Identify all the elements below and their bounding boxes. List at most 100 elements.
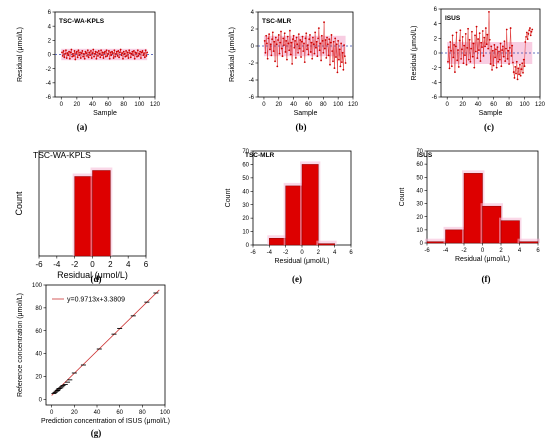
residual-point xyxy=(140,57,142,59)
plot-frame xyxy=(45,284,166,406)
y-tick-label: -4 xyxy=(46,81,52,87)
residual-point xyxy=(129,52,131,54)
residual-point xyxy=(290,41,293,44)
x-tick-label: -4 xyxy=(53,260,61,269)
residual-point xyxy=(493,44,496,46)
histogram-bar xyxy=(445,229,465,244)
x-tick-label: 6 xyxy=(536,248,540,254)
residual-point xyxy=(471,30,473,33)
residual-point xyxy=(78,54,81,57)
x-tick-label: -4 xyxy=(443,248,449,254)
residual-point xyxy=(102,57,105,59)
y-axis-label: Count xyxy=(14,191,24,216)
residual-point xyxy=(86,55,88,57)
residual-point xyxy=(513,77,516,79)
residual-point xyxy=(333,67,336,69)
panel-caption: (b) xyxy=(296,122,307,132)
residual-point xyxy=(523,65,526,68)
residual-point xyxy=(331,50,334,52)
residual-point xyxy=(64,52,67,55)
histogram-bar xyxy=(92,170,111,257)
residual-point xyxy=(120,54,123,57)
residual-point xyxy=(481,46,483,49)
y-tick-label: 4 xyxy=(251,10,255,16)
residual-point xyxy=(325,57,328,59)
x-tick-label: 4 xyxy=(126,260,131,269)
residual-point xyxy=(140,51,143,54)
x-tick-label: 120 xyxy=(150,102,161,108)
residual-point xyxy=(504,60,507,62)
residual-point xyxy=(522,71,524,74)
y-tick-label: 10 xyxy=(416,228,423,234)
residual-point xyxy=(98,52,101,55)
residual-point xyxy=(479,60,482,62)
residual-point xyxy=(100,54,103,57)
residual-point xyxy=(313,52,316,55)
residual-point xyxy=(338,48,341,51)
residual-point xyxy=(116,55,119,57)
panel-caption: (a) xyxy=(77,122,88,132)
residual-point xyxy=(518,63,521,66)
residual-point xyxy=(114,55,117,58)
residual-point xyxy=(72,55,75,57)
residual-point xyxy=(468,38,471,41)
panel-title: ISUS xyxy=(445,15,461,22)
residual-point xyxy=(281,55,284,58)
residual-point xyxy=(83,57,86,60)
residual-point xyxy=(462,62,465,65)
x-tick-label: 80 xyxy=(139,410,146,416)
residual-point xyxy=(515,72,517,75)
residual-point xyxy=(271,38,274,41)
residual-point xyxy=(478,32,481,35)
residual-point xyxy=(516,78,519,81)
y-tick-label: 40 xyxy=(416,189,423,195)
y-tick-label: 0 xyxy=(246,243,250,249)
residual-point xyxy=(340,42,343,45)
residual-point xyxy=(521,62,524,65)
y-tick-label: 6 xyxy=(434,7,438,13)
y-axis-label: Residual (μmol/L) xyxy=(411,26,418,81)
residual-point xyxy=(115,50,118,53)
residual-point xyxy=(495,48,497,51)
residual-point xyxy=(323,21,325,24)
residual-point xyxy=(128,49,131,52)
x-tick-label: 80 xyxy=(320,102,327,108)
residual-point xyxy=(68,57,71,60)
x-tick-label: 60 xyxy=(490,102,497,108)
fit-line xyxy=(51,289,160,396)
residual-point xyxy=(101,51,104,54)
residual-point xyxy=(496,46,499,49)
residual-point xyxy=(455,31,458,34)
x-tick-label: 60 xyxy=(116,410,123,416)
y-tick-label: 0 xyxy=(48,53,52,59)
residual-point xyxy=(268,48,271,51)
residual-point xyxy=(85,52,88,54)
residual-point xyxy=(122,50,125,53)
y-tick-label: 0 xyxy=(251,44,255,50)
residual-point xyxy=(145,55,148,57)
residual-point xyxy=(108,57,111,60)
residual-point xyxy=(267,37,270,40)
residual-point xyxy=(277,34,280,36)
residual-point xyxy=(109,51,112,54)
residual-point xyxy=(266,42,268,45)
residual-point xyxy=(121,52,124,54)
residual-point xyxy=(93,52,96,55)
residual-point xyxy=(488,11,490,13)
residual-point xyxy=(143,56,146,59)
x-tick-label: 20 xyxy=(275,102,282,108)
residual-point xyxy=(464,54,466,57)
residual-point xyxy=(495,66,498,69)
residual-point xyxy=(122,57,124,60)
residual-point xyxy=(89,54,92,57)
x-tick-label: 4 xyxy=(518,248,522,254)
residual-point xyxy=(337,58,340,61)
residual-point xyxy=(291,62,294,65)
residual-point xyxy=(88,51,91,54)
residual-point xyxy=(142,54,145,57)
x-tick-label: 0 xyxy=(300,250,304,256)
residual-point xyxy=(328,38,331,41)
residual-point xyxy=(305,32,308,35)
histogram-bar xyxy=(318,243,335,246)
x-tick-label: 60 xyxy=(305,102,312,108)
